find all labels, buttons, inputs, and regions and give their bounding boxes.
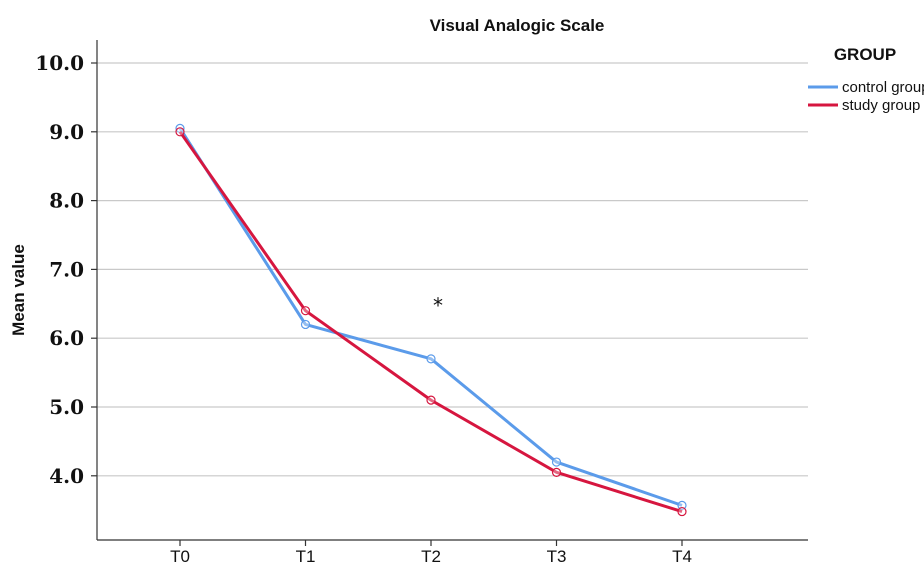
y-tick-label: 8.0 [49, 189, 84, 213]
data-point [677, 500, 687, 510]
significance-marker: * [433, 293, 443, 317]
data-point [677, 506, 687, 517]
data-point [551, 467, 562, 477]
legend-label: study group [842, 97, 920, 114]
x-tick-label: T4 [672, 547, 692, 566]
y-tick-label: 7.0 [49, 257, 84, 281]
series-lines [175, 123, 687, 517]
series-line-control [178, 127, 683, 507]
y-tick-labels: 10.0 9.0 8.0 7.0 6.0 5.0 4.0 [35, 51, 97, 488]
grid-lines [97, 62, 808, 477]
annotations: * [433, 293, 443, 317]
chart-title: Visual Analogic Scale [430, 16, 605, 35]
y-tick-label: 10.0 [35, 51, 84, 75]
x-tick-label: T3 [547, 547, 567, 566]
legend-label: control group [842, 79, 924, 96]
y-tick-label: 4.0 [49, 464, 84, 488]
y-tick-label: 6.0 [49, 326, 84, 350]
y-tick-label: 9.0 [49, 120, 84, 144]
x-tick-label: T1 [296, 547, 316, 566]
data-point [426, 354, 436, 364]
data-point [300, 306, 311, 316]
x-tick-label: T0 [170, 547, 190, 566]
x-tick-label: T2 [421, 547, 441, 566]
data-point [175, 127, 185, 137]
x-tick-labels: T0 T1 T2 T3 T4 [170, 540, 692, 566]
legend-title: GROUP [834, 45, 896, 64]
data-point [426, 395, 436, 405]
data-point [551, 457, 562, 467]
y-tick-label: 5.0 [49, 395, 84, 419]
data-point [300, 319, 311, 330]
series-line-study [178, 130, 683, 514]
y-axis-label: Mean value [9, 244, 28, 336]
